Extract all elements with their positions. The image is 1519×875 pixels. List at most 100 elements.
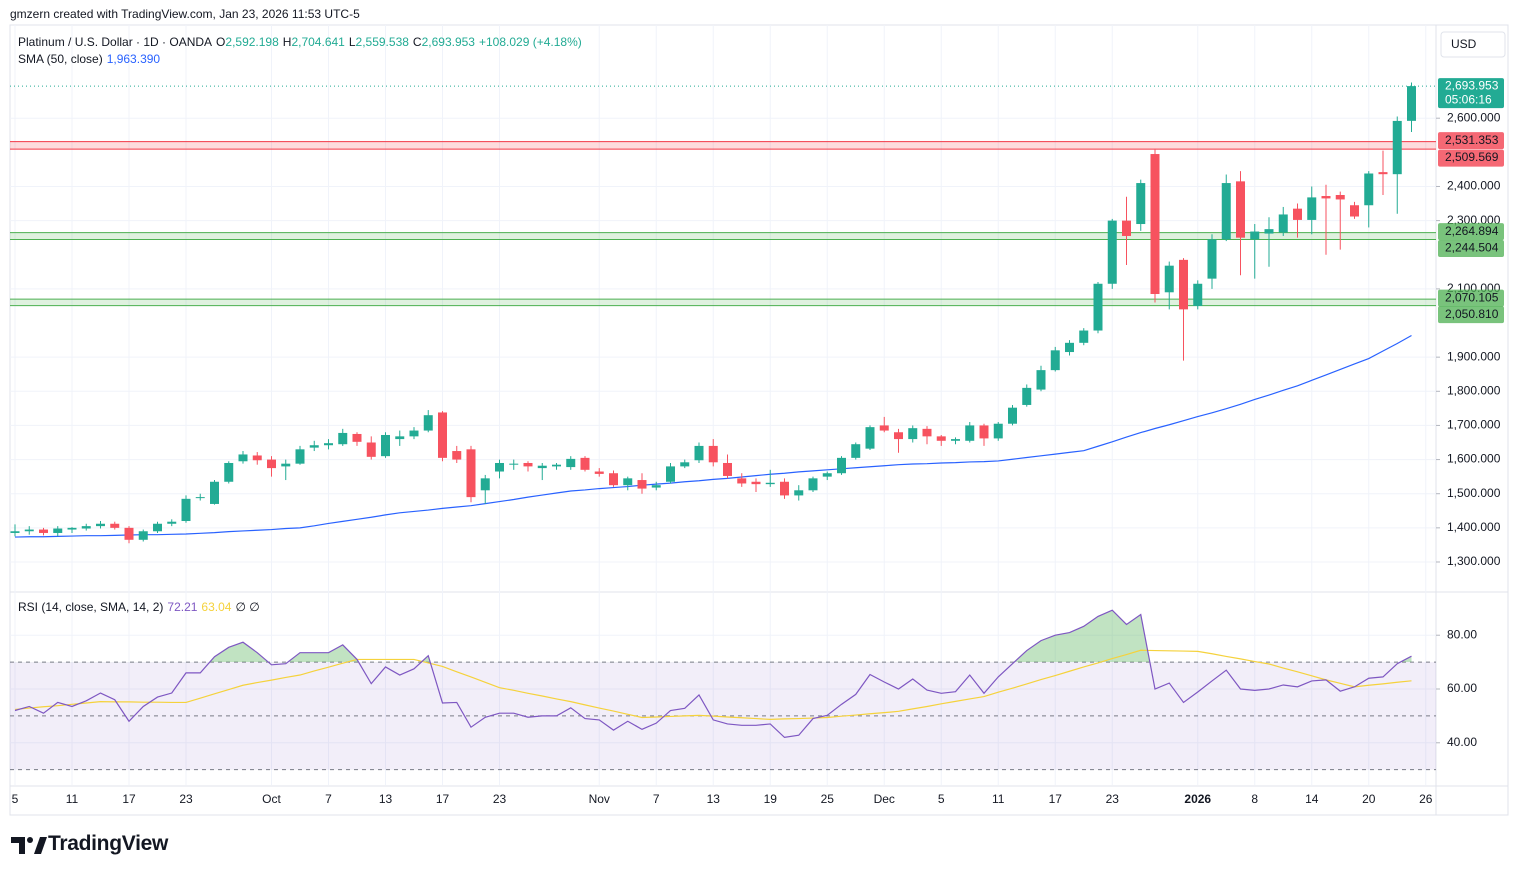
zone-label: 2,531.353 xyxy=(1445,133,1499,147)
y-tick-label: 2,400.000 xyxy=(1447,179,1501,193)
candle-body xyxy=(851,444,861,458)
rsi-legend: RSI (14, close, SMA, 14, 2) 72.21 63.04 ∅ ∅ xyxy=(18,600,264,614)
candle-body xyxy=(879,425,889,431)
rsi-line xyxy=(14,609,1412,739)
candle-body xyxy=(366,442,376,457)
overlay-value: 1,963.390 xyxy=(106,52,161,66)
x-tick-label: 23 xyxy=(493,792,507,806)
candle-body xyxy=(252,455,262,461)
logo-shape xyxy=(27,837,33,843)
y-tick-label: 1,700.000 xyxy=(1447,418,1501,432)
candle-body xyxy=(238,454,248,462)
x-tick-label: 25 xyxy=(821,792,835,806)
candle-body xyxy=(993,423,1003,439)
candle-body xyxy=(138,531,148,540)
candle-body xyxy=(1392,120,1402,175)
candle-body xyxy=(53,528,63,533)
candle-body xyxy=(1136,183,1146,225)
candle-body xyxy=(1093,283,1103,331)
candle-body xyxy=(1150,154,1160,295)
zone-label-box xyxy=(1438,132,1504,150)
y-tick-label: 1,300.000 xyxy=(1447,554,1501,568)
x-tick-label: 7 xyxy=(653,792,660,806)
y-tick-label: 1,400.000 xyxy=(1447,520,1501,534)
candle-body xyxy=(423,415,433,431)
candle-body xyxy=(39,529,48,533)
rsi-extra: ∅ ∅ xyxy=(235,600,260,614)
candle-body xyxy=(808,478,818,491)
candle-body xyxy=(1107,220,1117,284)
candle-body xyxy=(295,449,305,464)
candle-body xyxy=(794,490,804,496)
candle-body xyxy=(438,412,447,458)
frame xyxy=(9,24,1509,816)
candle-body xyxy=(908,428,918,440)
candle-body xyxy=(509,463,519,465)
candle-body xyxy=(523,462,533,467)
y-tick-label: 60.00 xyxy=(1447,681,1477,695)
candle-body xyxy=(694,445,704,461)
zone-label-box xyxy=(1438,240,1504,258)
candle-body xyxy=(466,449,476,498)
x-tick-label: 23 xyxy=(1106,792,1120,806)
candle-body xyxy=(338,432,348,445)
candle-body xyxy=(765,482,775,485)
ohlc-value: 2,693.953 xyxy=(421,35,475,49)
candle-body xyxy=(1321,196,1331,199)
candle-body xyxy=(609,473,618,486)
candle-body xyxy=(395,436,405,440)
candle-body xyxy=(24,529,34,532)
candle-body xyxy=(352,433,362,442)
y-tick-label: 80.00 xyxy=(1447,627,1477,641)
candle-body xyxy=(1378,172,1388,175)
logo-shape xyxy=(34,837,47,854)
candle-body xyxy=(409,430,419,437)
candle-body xyxy=(936,436,946,441)
rsi-title: RSI (14, close, SMA, 14, 2) xyxy=(18,600,164,614)
candle-body xyxy=(110,523,120,528)
candle-body xyxy=(680,462,690,467)
candle-body xyxy=(1407,86,1416,121)
candle-body xyxy=(1050,350,1060,371)
last-price-box xyxy=(1438,78,1504,109)
candle-body xyxy=(324,443,333,446)
candle-body xyxy=(1264,229,1274,234)
candle-body xyxy=(267,459,276,469)
candle-body xyxy=(637,480,647,489)
candle-body xyxy=(495,462,504,472)
zone-label-box xyxy=(1438,149,1504,167)
x-tick-label: 20 xyxy=(1362,792,1376,806)
y-tick-label: 1,900.000 xyxy=(1447,349,1501,363)
candle-body xyxy=(651,485,661,488)
candle-body xyxy=(865,427,875,449)
candle-body xyxy=(10,531,20,533)
x-tick-label: Dec xyxy=(874,792,895,806)
zone-label: 2,070.105 xyxy=(1445,290,1499,304)
zone xyxy=(10,299,1436,306)
x-tick-label: Oct xyxy=(262,792,281,806)
candle-body xyxy=(309,445,319,448)
zone-label: 2,244.504 xyxy=(1445,241,1499,255)
x-tick-label: 14 xyxy=(1305,792,1319,806)
candle-body xyxy=(723,462,732,476)
x-tick-label: 17 xyxy=(122,792,136,806)
candle-body xyxy=(780,481,789,496)
candle-body xyxy=(1307,197,1317,220)
x-tick-label: 17 xyxy=(1049,792,1063,806)
candle-body xyxy=(552,464,561,467)
watermark: gmzern created with TradingView.com, Jan… xyxy=(10,7,360,21)
candle-body xyxy=(167,521,177,524)
last-price-label: 2,693.953 xyxy=(1445,78,1499,92)
candle-body xyxy=(1293,208,1302,220)
candle-body xyxy=(480,478,490,491)
ohlc-key: L xyxy=(348,35,356,49)
logo-text: TradingView xyxy=(48,832,169,855)
candle-body xyxy=(1122,220,1131,236)
sma-legend: SMA (50, close) 1,963.390 xyxy=(18,52,164,66)
candle-body xyxy=(210,481,219,504)
x-tick-label: 8 xyxy=(1251,792,1258,806)
candle-body xyxy=(1036,370,1046,390)
ohlc-value: 2,592.198 xyxy=(225,35,279,49)
candle-body xyxy=(1079,330,1089,343)
